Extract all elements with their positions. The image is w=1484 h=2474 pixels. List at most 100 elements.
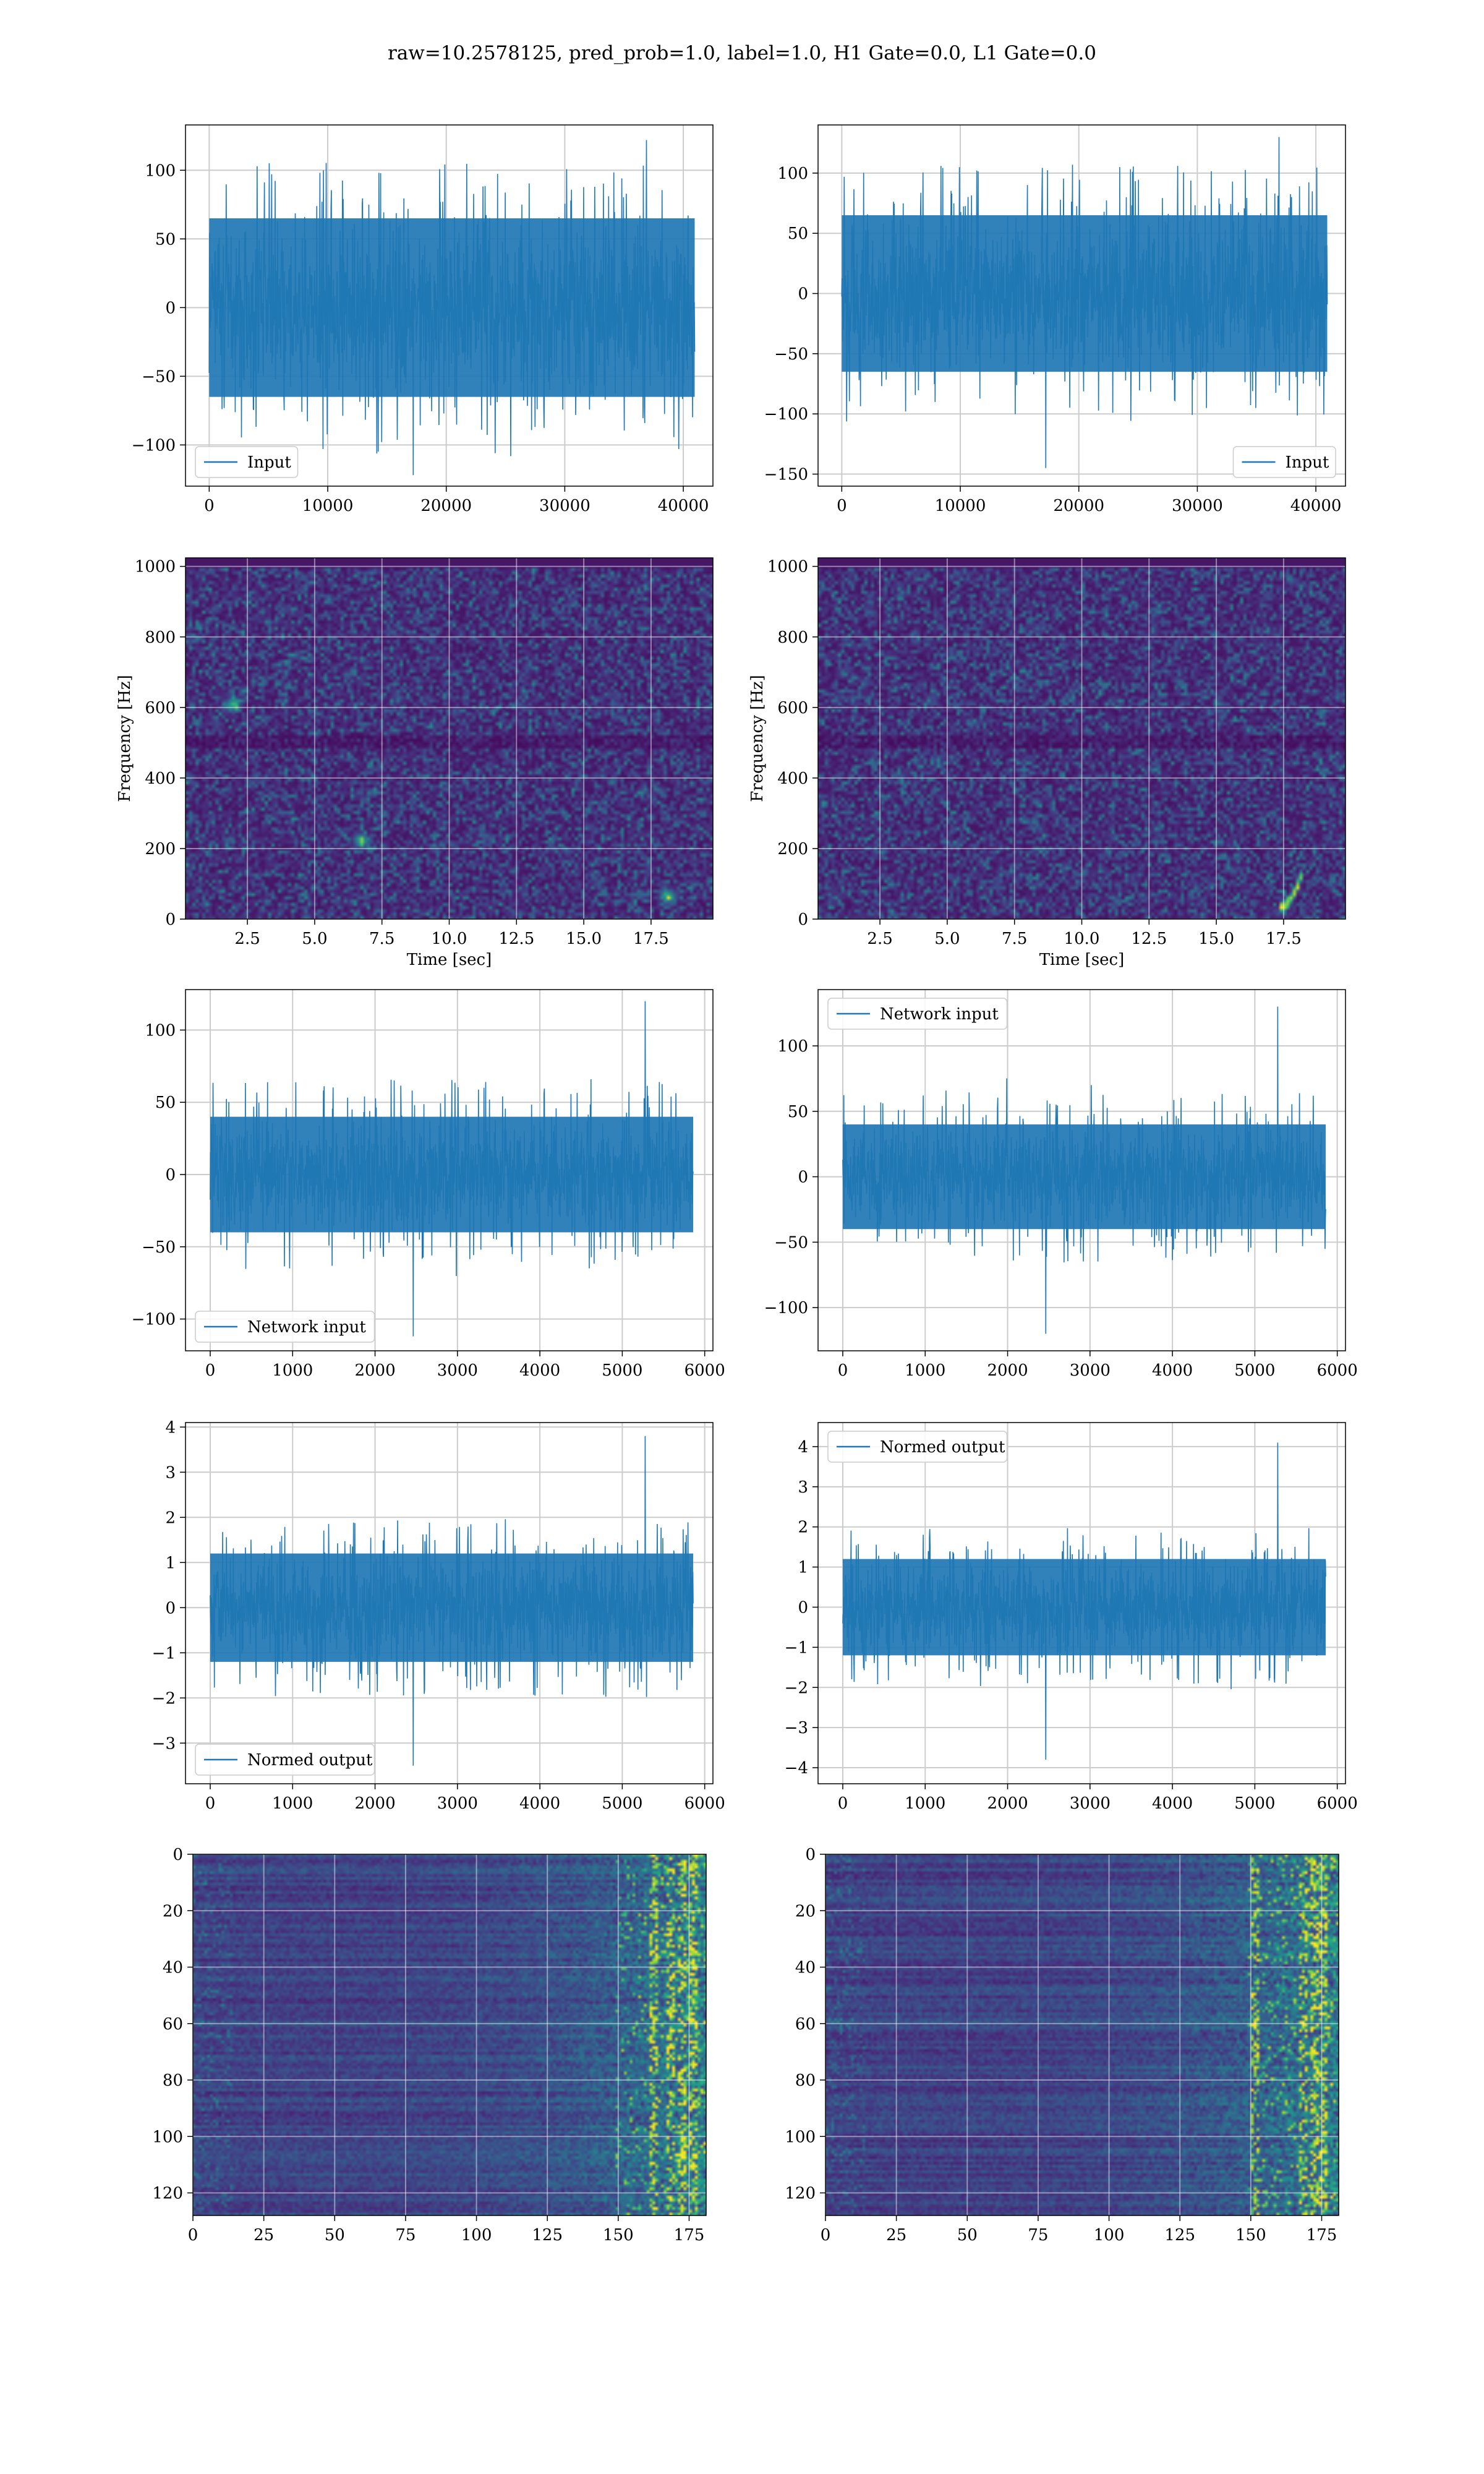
y-tick-label: 100 (785, 2128, 816, 2146)
y-tick-label: 4 (165, 1418, 176, 1437)
x-tick-label: 5000 (1234, 1361, 1275, 1380)
legend-label: Normed output (247, 1751, 373, 1770)
x-tick-label: 0 (205, 1794, 216, 1813)
x-tick-label: 2000 (987, 1794, 1028, 1813)
x-tick-label: 15.0 (1198, 930, 1234, 948)
x-tick-label: 75 (1028, 2226, 1048, 2245)
x-tick-label: 0 (837, 497, 847, 515)
y-tick-label: 20 (795, 1902, 816, 1920)
y-tick-label: −2 (785, 1679, 808, 1697)
y-tick-label: 400 (777, 769, 808, 788)
x-tick-label: 4000 (519, 1794, 560, 1813)
x-tick-label: 150 (603, 2226, 634, 2245)
y-tick-label: 80 (163, 2071, 183, 2090)
heatmap-image (186, 558, 713, 919)
x-tick-label: 3000 (1070, 1361, 1111, 1380)
x-tick-label: 50 (957, 2226, 978, 2245)
y-tick-label: 3 (165, 1463, 176, 1482)
y-tick-label: 120 (152, 2185, 183, 2203)
x-tick-label: 5000 (602, 1361, 642, 1380)
x-tick-label: 2.5 (867, 930, 892, 948)
x-tick-label: 150 (1235, 2226, 1266, 2245)
y-tick-label: −50 (774, 345, 808, 364)
axes-frame (817, 989, 1346, 1351)
series-core (842, 215, 1328, 372)
y-tick-label: 600 (777, 699, 808, 717)
x-tick-label: 6000 (684, 1794, 725, 1813)
y-tick-label: 600 (145, 699, 176, 717)
legend-label: Network input (880, 1005, 999, 1024)
x-tick-label: 25 (254, 2226, 274, 2245)
x-tick-label: 0 (838, 1794, 848, 1813)
axes-frame (185, 557, 714, 920)
y-tick-label: −100 (132, 1311, 176, 1329)
x-tick-label: 12.5 (498, 930, 534, 948)
axes-frame (825, 1854, 1339, 2216)
y-tick-label: −2 (152, 1689, 176, 1708)
y-tick-label: 40 (163, 1959, 183, 1977)
x-tick-label: 0 (204, 497, 215, 515)
legend-label: Input (1286, 453, 1329, 472)
y-tick-label: −50 (142, 367, 176, 386)
panel-row1-left: 0 10000 20000 30000 40000 −100 −50 0 50 100 Input (132, 124, 714, 515)
x-tick-label: 2000 (987, 1361, 1028, 1380)
legend-box (195, 1311, 375, 1343)
x-tick-label: 100 (1094, 2226, 1125, 2245)
x-tick-label: 75 (395, 2226, 416, 2245)
axes-frame (817, 1422, 1346, 1784)
y-tick-label: −100 (132, 436, 176, 455)
x-tick-label: 4000 (1152, 1794, 1193, 1813)
x-tick-label: 5000 (602, 1794, 642, 1813)
y-tick-label: −4 (785, 1759, 808, 1778)
panel-row4-left: 0 1000 2000 3000 4000 5000 6000 −3 −2 −1 0 1 2 3 4 Norm… (152, 1418, 725, 1813)
x-tick-label: 7.5 (1002, 930, 1027, 948)
y-tick-label: 60 (795, 2015, 816, 2034)
heatmap-image (193, 1854, 706, 2215)
y-tick-label: −50 (774, 1233, 808, 1252)
y-tick-label: 0 (165, 299, 176, 317)
x-tick-label: 20000 (1053, 497, 1104, 515)
y-tick-label: 0 (798, 910, 808, 929)
x-tick-label: 3000 (1070, 1794, 1111, 1813)
y-tick-label: 60 (163, 2015, 183, 2034)
x-tick-label: 1000 (272, 1794, 313, 1813)
x-tick-label: 17.5 (1266, 930, 1302, 948)
y-tick-label: 50 (155, 230, 176, 249)
x-tick-label: 125 (532, 2226, 563, 2245)
x-tick-label: 3000 (437, 1794, 478, 1813)
x-axis-label: Time [sec] (1039, 951, 1125, 969)
x-tick-label: 100 (461, 2226, 492, 2245)
y-tick-label: 2 (798, 1518, 808, 1537)
y-tick-label: 120 (785, 2185, 816, 2203)
axes-frame (185, 124, 714, 487)
heatmap-image (825, 1854, 1339, 2215)
panel-row1-right: 0 10000 20000 30000 40000 −150 −100 −50 0 50 100 In… (764, 124, 1346, 515)
y-tick-label: −3 (785, 1719, 808, 1737)
y-tick-label: 40 (795, 1959, 816, 1977)
x-tick-label: 40000 (1290, 497, 1342, 515)
x-tick-label: 12.5 (1131, 930, 1167, 948)
y-tick-label: 200 (777, 840, 808, 858)
y-tick-label: −100 (764, 405, 808, 424)
y-tick-label: 0 (805, 1846, 816, 1864)
y-tick-label: 0 (165, 910, 176, 929)
x-tick-label: 40000 (658, 497, 709, 515)
y-tick-label: −150 (764, 466, 808, 484)
series-core (842, 1124, 1326, 1230)
x-tick-label: 0 (838, 1361, 848, 1380)
series-core (210, 1553, 694, 1662)
x-tick-label: 6000 (1317, 1794, 1358, 1813)
panel-row2-right: 2.5 5.0 7.5 10.0 12.5 15.0 17.5 0 200 400 600 800 10… (748, 557, 1346, 969)
x-tick-label: 30000 (1172, 497, 1223, 515)
legend-box (195, 1744, 375, 1776)
x-tick-label: 0 (205, 1361, 216, 1380)
axes-frame (817, 124, 1346, 487)
x-axis-label: Time [sec] (407, 951, 492, 969)
y-tick-label: 20 (163, 1902, 183, 1920)
legend-label: Normed output (880, 1438, 1005, 1457)
y-tick-label: 200 (145, 840, 176, 858)
series-core (210, 1116, 694, 1233)
axes-frame (185, 1422, 714, 1784)
x-tick-label: 20000 (420, 497, 472, 515)
